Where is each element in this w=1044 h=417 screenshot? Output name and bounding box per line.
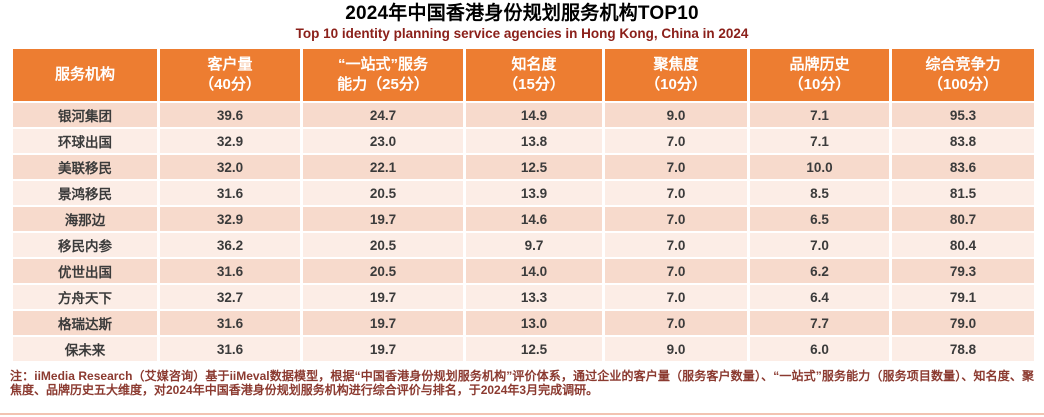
score-cell: 6.4	[747, 283, 892, 311]
agency-cell: 方舟天下	[10, 283, 160, 311]
score-cell: 7.0	[602, 231, 750, 259]
score-cell: 7.0	[602, 153, 750, 181]
bottom-rule	[0, 413, 1044, 415]
score-cell: 14.9	[463, 101, 605, 129]
header-row: 服务机构 客户量 （40分） “一站式”服务 能力（25分） 知名度 （15分）…	[10, 47, 1037, 103]
agency-cell: 美联移民	[10, 153, 160, 181]
score-cell: 32.9	[157, 205, 303, 233]
score-cell: 39.6	[157, 101, 303, 129]
score-cell: 20.5	[300, 179, 466, 207]
score-cell: 36.2	[157, 231, 303, 259]
score-cell: 7.0	[747, 231, 892, 259]
chart-subtitle: Top 10 identity planning service agencie…	[295, 26, 749, 41]
score-cell: 22.1	[300, 153, 466, 181]
col-brand-history: 品牌历史 （10分）	[747, 47, 892, 103]
table-row: 环球出国 32.9 23.0 13.8 7.0 7.1 83.8	[10, 127, 1037, 155]
table-row: 方舟天下 32.7 19.7 13.3 7.0 6.4 79.1	[10, 283, 1037, 311]
col-agency: 服务机构	[10, 47, 160, 103]
table-row: 美联移民 32.0 22.1 12.5 7.0 10.0 83.6	[10, 153, 1037, 181]
score-cell: 31.6	[157, 335, 303, 363]
agency-cell: 保未来	[10, 335, 160, 363]
table-row: 海那边 32.9 19.7 14.6 7.0 6.5 80.7	[10, 205, 1037, 233]
score-cell: 13.3	[463, 283, 605, 311]
table-row: 格瑞达斯 31.6 19.7 13.0 7.0 7.7 79.0	[10, 309, 1037, 337]
agency-cell: 海那边	[10, 205, 160, 233]
score-cell: 8.5	[747, 179, 892, 207]
score-cell: 7.0	[602, 127, 750, 155]
score-cell: 12.5	[463, 335, 605, 363]
score-cell: 31.6	[157, 179, 303, 207]
agency-cell: 优世出国	[10, 257, 160, 285]
agency-cell: 景鸿移民	[10, 179, 160, 207]
score-cell: 32.9	[157, 127, 303, 155]
score-cell: 80.4	[889, 231, 1037, 259]
agency-cell: 银河集团	[10, 101, 160, 129]
col-competitiveness: 综合竞争力 （100分）	[889, 47, 1037, 103]
score-cell: 6.2	[747, 257, 892, 285]
score-cell: 19.7	[300, 205, 466, 233]
table-row: 优世出国 31.6 20.5 14.0 7.0 6.2 79.3	[10, 257, 1037, 285]
col-awareness: 知名度 （15分）	[463, 47, 605, 103]
table-row: 保未来 31.6 19.7 12.5 9.0 6.0 78.8	[10, 335, 1037, 363]
chart-title: 2024年中国香港身份规划服务机构TOP10	[345, 3, 699, 24]
ranking-table: 服务机构 客户量 （40分） “一站式”服务 能力（25分） 知名度 （15分）…	[10, 47, 1037, 363]
col-focus: 聚焦度 （10分）	[602, 47, 750, 103]
footnote: 注：iiMedia Research（艾媒咨询）基于iiMeval数据模型，根据…	[10, 369, 1034, 397]
score-cell: 9.7	[463, 231, 605, 259]
score-cell: 79.3	[889, 257, 1037, 285]
score-cell: 13.8	[463, 127, 605, 155]
score-cell: 6.5	[747, 205, 892, 233]
score-cell: 80.7	[889, 205, 1037, 233]
col-customer-volume: 客户量 （40分）	[157, 47, 303, 103]
score-cell: 79.1	[889, 283, 1037, 311]
table-row: 银河集团 39.6 24.7 14.9 9.0 7.1 95.3	[10, 101, 1037, 129]
score-cell: 7.7	[747, 309, 892, 337]
score-cell: 20.5	[300, 257, 466, 285]
table-header: 服务机构 客户量 （40分） “一站式”服务 能力（25分） 知名度 （15分）…	[10, 47, 1037, 103]
score-cell: 19.7	[300, 335, 466, 363]
table-body: 银河集团 39.6 24.7 14.9 9.0 7.1 95.3 环球出国 32.9 23.0 13…	[10, 101, 1037, 363]
score-cell: 83.8	[889, 127, 1037, 155]
score-cell: 7.0	[602, 205, 750, 233]
score-cell: 6.0	[747, 335, 892, 363]
score-cell: 19.7	[300, 283, 466, 311]
score-cell: 24.7	[300, 101, 466, 129]
score-cell: 12.5	[463, 153, 605, 181]
col-one-stop-service: “一站式”服务 能力（25分）	[300, 47, 466, 103]
score-cell: 7.0	[602, 283, 750, 311]
score-cell: 7.1	[747, 127, 892, 155]
score-cell: 78.8	[889, 335, 1037, 363]
col-agency-label: 服务机构	[54, 66, 115, 83]
score-cell: 20.5	[300, 231, 466, 259]
score-cell: 32.7	[157, 283, 303, 311]
agency-cell: 移民内参	[10, 231, 160, 259]
score-cell: 7.0	[602, 257, 750, 285]
score-cell: 95.3	[889, 101, 1037, 129]
table-row: 移民内参 36.2 20.5 9.7 7.0 7.0 80.4	[10, 231, 1037, 259]
score-cell: 83.6	[889, 153, 1037, 181]
score-cell: 81.5	[889, 179, 1037, 207]
score-cell: 79.0	[889, 309, 1037, 337]
score-cell: 7.0	[602, 179, 750, 207]
score-cell: 32.0	[157, 153, 303, 181]
score-cell: 19.7	[300, 309, 466, 337]
score-cell: 31.6	[157, 309, 303, 337]
agency-cell: 格瑞达斯	[10, 309, 160, 337]
score-cell: 14.6	[463, 205, 605, 233]
agency-cell: 环球出国	[10, 127, 160, 155]
score-cell: 31.6	[157, 257, 303, 285]
table-row: 景鸿移民 31.6 20.5 13.9 7.0 8.5 81.5	[10, 179, 1037, 207]
score-cell: 14.0	[463, 257, 605, 285]
score-cell: 7.0	[602, 309, 750, 337]
score-cell: 10.0	[747, 153, 892, 181]
score-cell: 9.0	[602, 101, 750, 129]
score-cell: 7.1	[747, 101, 892, 129]
score-cell: 9.0	[602, 335, 750, 363]
score-cell: 23.0	[300, 127, 466, 155]
score-cell: 13.0	[463, 309, 605, 337]
score-cell: 13.9	[463, 179, 605, 207]
